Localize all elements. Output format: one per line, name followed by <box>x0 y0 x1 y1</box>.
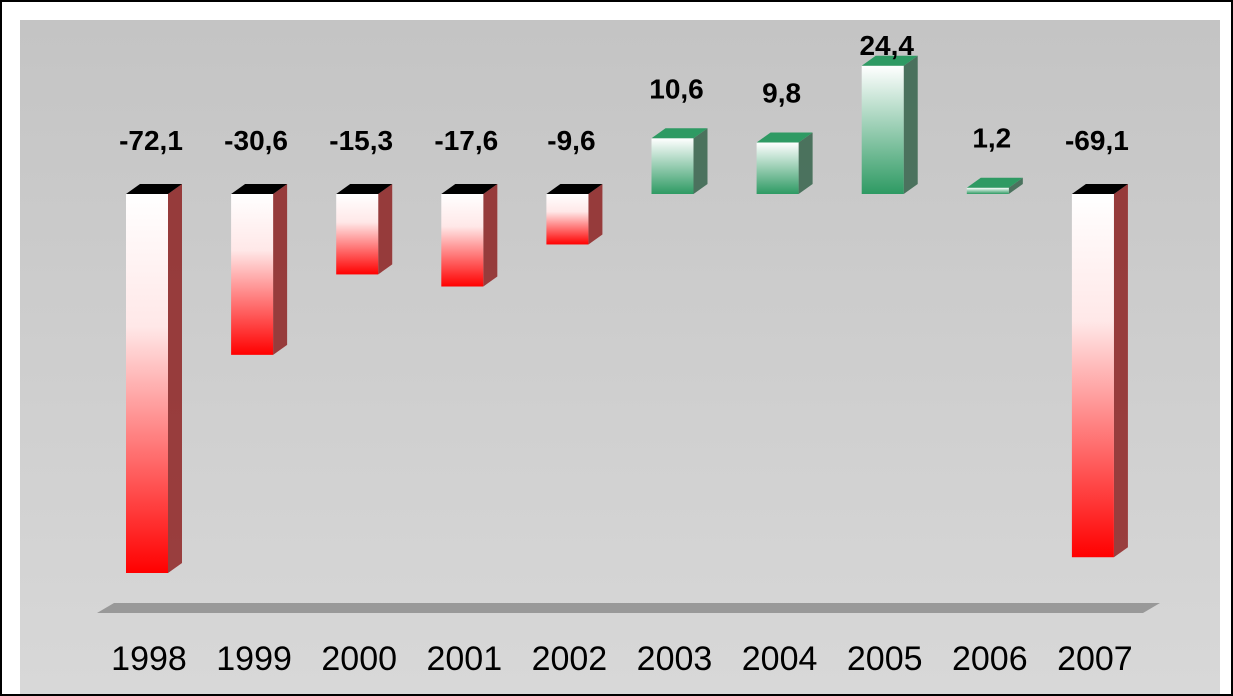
bar <box>126 194 168 573</box>
bar-top <box>336 184 393 194</box>
bar <box>231 194 274 355</box>
bar-side <box>378 184 393 275</box>
bar-top <box>756 132 813 143</box>
value-label: 10,6 <box>649 73 704 104</box>
x-tick-label: 2007 <box>1057 640 1133 678</box>
value-label: -72,1 <box>119 125 183 156</box>
bar-side <box>798 132 813 194</box>
bar-top <box>126 184 182 194</box>
bar-side <box>483 184 498 287</box>
value-label: 1,2 <box>972 123 1011 154</box>
bar <box>336 194 379 275</box>
bar-top <box>966 177 1023 188</box>
value-label: 24,4 <box>859 30 914 61</box>
bar-side-shade <box>1008 177 1023 194</box>
bar-side <box>1008 177 1023 194</box>
value-label: -15,3 <box>329 125 393 156</box>
bar-top <box>651 128 708 139</box>
bar-side-shade <box>588 184 603 245</box>
bar-side-shade <box>903 55 918 194</box>
bar-side-shade <box>273 184 288 355</box>
bar-side <box>168 184 182 573</box>
bar-top <box>1071 184 1128 194</box>
x-tick-label: 2006 <box>952 640 1028 678</box>
bar-top <box>231 184 288 194</box>
bar-side <box>693 128 708 194</box>
bar <box>546 194 589 245</box>
bar <box>651 138 694 194</box>
bar-side-shade <box>798 132 813 194</box>
bar-side-shade <box>378 184 393 275</box>
bar-top <box>861 55 918 66</box>
bar-side-shade <box>483 184 498 287</box>
bar <box>441 194 484 287</box>
bar-side <box>903 55 918 194</box>
bar-side-shade <box>693 128 708 194</box>
x-tick-label: 2000 <box>321 640 397 678</box>
x-tick-label: 1998 <box>111 640 187 678</box>
bar-side-shade <box>168 184 182 573</box>
bar-side <box>588 184 603 245</box>
value-label: -69,1 <box>1065 125 1129 156</box>
value-label: 9,8 <box>762 77 801 108</box>
x-tick-label: 2003 <box>637 640 713 678</box>
bar-side-shade <box>1113 184 1128 558</box>
bar <box>756 142 799 194</box>
x-tick-label: 2002 <box>532 640 608 678</box>
bar <box>1071 194 1114 558</box>
value-label: -9,6 <box>547 125 595 156</box>
x-tick-label: 2001 <box>426 640 502 678</box>
bar-top <box>441 184 498 194</box>
bar-side <box>1113 184 1128 558</box>
value-label: -17,6 <box>434 125 498 156</box>
bar-side <box>273 184 288 355</box>
x-tick-label: 1999 <box>216 640 292 678</box>
plot-area <box>20 20 1220 694</box>
bar <box>861 65 904 194</box>
floor <box>97 603 1160 613</box>
bar-top <box>546 184 603 194</box>
x-tick-label: 2004 <box>742 640 818 678</box>
x-tick-label: 2005 <box>847 640 923 678</box>
value-label: -30,6 <box>224 125 288 156</box>
bar <box>966 187 1009 194</box>
